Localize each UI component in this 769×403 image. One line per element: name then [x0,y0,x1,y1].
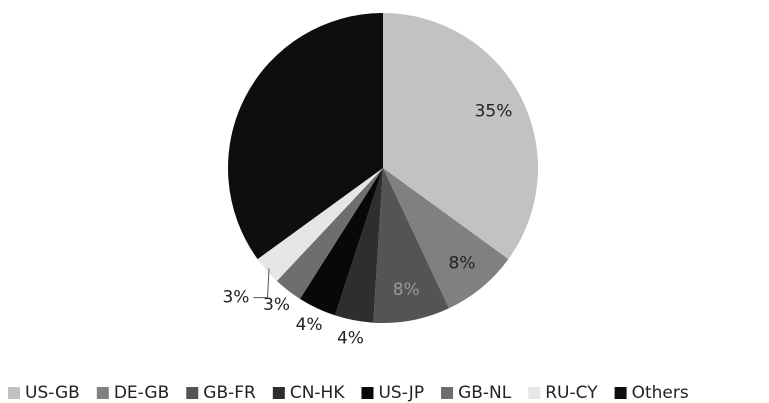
pie-slice [276,168,383,299]
pie-slice [299,168,383,316]
legend-marker [441,387,454,399]
data-label: 3% [263,295,290,315]
pie-slice [228,13,383,260]
legend-label: GB-NL [458,383,512,403]
legend-marker [96,387,109,399]
legend-marker [528,387,541,399]
data-label: 4% [296,315,323,335]
legend-marker [614,387,627,399]
data-label: 35% [475,102,513,122]
pie-slice [383,168,509,309]
legend-label: DE-GB [114,383,169,403]
data-label: 8% [449,254,476,274]
legend-marker [8,387,20,399]
leader-line [253,268,270,299]
legend-label: GB-FR [203,383,256,403]
legend-label: US-GB [25,383,80,403]
data-label: 8% [393,280,420,300]
legend-marker [272,387,285,399]
legend-marker [186,387,199,399]
legend-label: CN-HK [290,383,346,403]
data-label: 3% [222,288,249,308]
legend-marker [361,387,374,399]
pie-slice [383,13,538,260]
pie-slice [373,168,449,323]
legend-label: Others [632,383,689,403]
legend-label: US-JP [378,383,424,403]
pie-slice [335,168,383,323]
data-label: 4% [337,329,364,349]
legend-label: RU-CY [545,383,598,403]
pie-slice [257,168,383,281]
